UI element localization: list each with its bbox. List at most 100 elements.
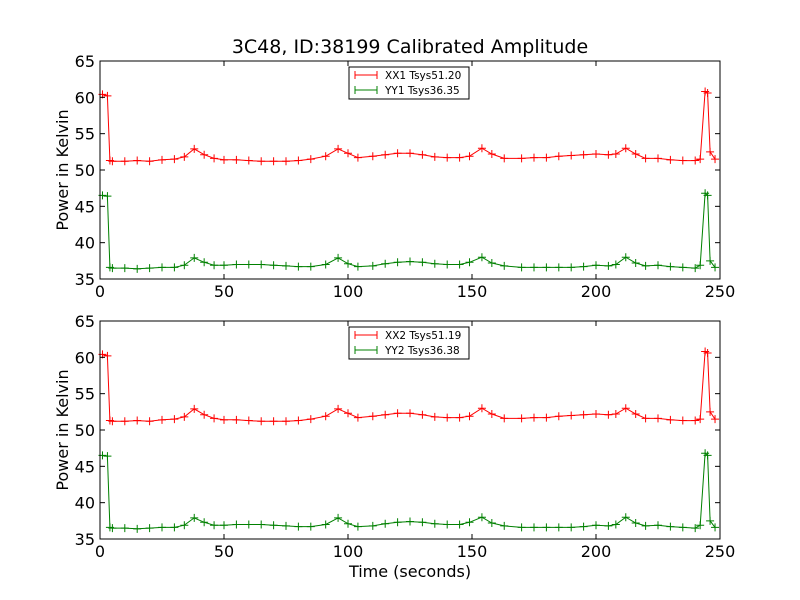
series-0-point xyxy=(678,156,687,165)
series-1-point xyxy=(500,521,509,530)
series-1-point xyxy=(103,192,112,201)
series-0-point xyxy=(443,413,452,422)
series-0-point xyxy=(108,157,117,166)
series-0-point xyxy=(465,412,474,421)
series-1-point xyxy=(282,261,290,270)
series-1-point xyxy=(381,259,390,268)
bottom-y-axis-label: Power in Kelvin xyxy=(53,369,72,490)
series-1-point xyxy=(334,513,343,522)
series-0-point xyxy=(145,157,154,166)
series-line-0 xyxy=(102,90,716,162)
series-0-point xyxy=(334,144,343,153)
series-1-point xyxy=(108,264,117,273)
series-1-point xyxy=(579,522,588,531)
y-tick-label: 65 xyxy=(75,52,95,71)
legend-marker-yy1 xyxy=(354,86,378,94)
series-0-point xyxy=(691,156,700,165)
y-tick-label: 60 xyxy=(75,348,95,367)
series-0-point xyxy=(455,153,464,162)
series-0-point xyxy=(306,155,315,164)
series-1-point xyxy=(170,263,179,272)
series-1-point xyxy=(604,261,613,270)
series-0-point xyxy=(244,416,253,425)
series-0-point xyxy=(294,416,303,425)
series-1-point xyxy=(120,524,129,533)
series-0-point xyxy=(455,413,464,422)
bottom-legend-box xyxy=(348,326,470,360)
series-0-point xyxy=(465,152,474,161)
series-1-point xyxy=(567,523,576,532)
series-1-point xyxy=(678,523,687,532)
series-1-point xyxy=(443,520,452,529)
series-0-point xyxy=(641,154,650,163)
series-0-point xyxy=(654,414,662,423)
series-1-point xyxy=(190,513,199,522)
series-0-point xyxy=(604,410,613,419)
series-0-point xyxy=(353,153,362,162)
series-1-point xyxy=(542,263,551,272)
series-0-point xyxy=(666,155,675,164)
series-1-point xyxy=(393,258,402,267)
series-line-0 xyxy=(102,350,716,422)
series-1-point xyxy=(691,264,700,273)
series-0-point xyxy=(282,157,290,166)
series-0-point xyxy=(180,152,189,161)
series-1-point xyxy=(418,518,427,527)
series-1-point xyxy=(368,521,377,530)
series-line-1 xyxy=(102,192,716,270)
series-0-point xyxy=(631,410,640,419)
y-tick-label: 65 xyxy=(75,312,95,331)
series-0-point xyxy=(654,154,662,163)
top-subplot: 3C48, ID:38199 Calibrated Amplitude Powe… xyxy=(53,36,735,301)
y-tick-label: 50 xyxy=(75,421,95,440)
series-0-point xyxy=(579,410,588,419)
series-1-point xyxy=(430,259,439,268)
series-0-point xyxy=(368,152,377,161)
series-1-point xyxy=(604,521,613,530)
series-1-point xyxy=(477,253,486,262)
series-0-point xyxy=(133,416,142,425)
bottom-plot-marks xyxy=(98,347,720,533)
series-0-point xyxy=(487,410,496,419)
series-1-point xyxy=(294,262,303,271)
series-0-point xyxy=(145,417,154,426)
x-axis-label: Time (seconds) xyxy=(348,562,471,581)
x-tick-label: 50 xyxy=(214,542,234,561)
series-0-point xyxy=(542,413,551,422)
series-1-point xyxy=(133,524,142,533)
series-0-point xyxy=(678,416,687,425)
series-0-point xyxy=(706,407,715,416)
legend-marker-xx2 xyxy=(354,331,378,339)
x-tick-label: 250 xyxy=(705,542,736,561)
series-1-point xyxy=(621,513,630,522)
series-0-point xyxy=(430,152,439,161)
series-0-point xyxy=(170,415,179,424)
y-tick-label: 40 xyxy=(75,494,95,513)
series-1-point xyxy=(269,521,278,530)
series-1-point xyxy=(190,253,199,262)
series-1-point xyxy=(487,519,496,528)
series-1-point xyxy=(703,451,712,460)
series-1-point xyxy=(334,253,343,262)
series-0-point xyxy=(232,155,241,164)
series-0-point xyxy=(406,149,414,158)
series-1-point xyxy=(406,517,414,526)
series-0-point xyxy=(418,410,427,419)
series-1-point xyxy=(465,518,474,527)
series-1-point xyxy=(666,262,675,271)
series-1-point xyxy=(232,520,241,529)
series-1-point xyxy=(517,523,526,532)
series-1-point xyxy=(678,263,687,272)
series-0-point xyxy=(282,417,290,426)
series-1-point xyxy=(269,261,278,270)
series-line-1 xyxy=(102,452,716,530)
series-1-point xyxy=(368,261,377,270)
series-1-point xyxy=(418,258,427,267)
series-1-point xyxy=(611,260,620,269)
chart-title: 3C48, ID:38199 Calibrated Amplitude xyxy=(232,36,588,58)
series-0-point xyxy=(567,411,576,420)
series-0-point xyxy=(443,153,452,162)
legend-label-xx1: XX1 Tsys51.20 xyxy=(385,70,461,82)
series-1-point xyxy=(244,520,253,529)
series-0-point xyxy=(621,144,630,153)
